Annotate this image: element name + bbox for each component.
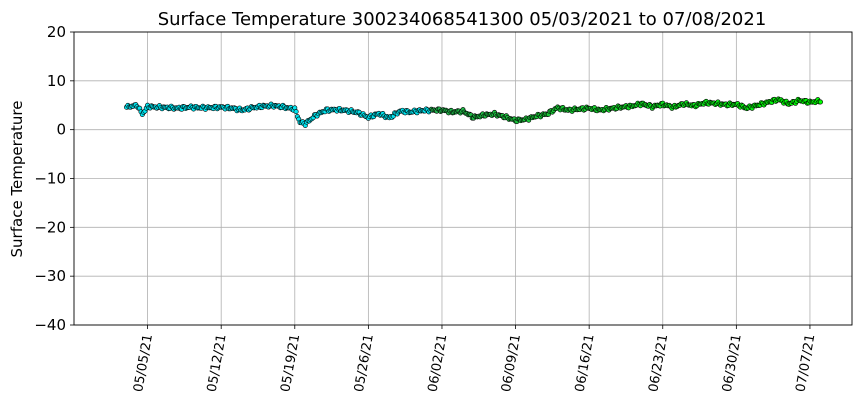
y-axis-label: Surface Temperature (8, 101, 26, 258)
y-tick-label: −40 (34, 316, 66, 334)
data-point (817, 99, 823, 105)
x-tick-label: 06/09/21 (499, 333, 524, 393)
x-tick-label: 06/23/21 (646, 333, 671, 393)
y-tick-label: 0 (56, 121, 66, 139)
y-tick-label: −10 (34, 170, 66, 188)
x-tick-label: 06/16/21 (573, 333, 598, 393)
x-tick-label: 07/07/21 (793, 333, 818, 393)
chart-title: Surface Temperature 300234068541300 05/0… (158, 9, 767, 30)
y-axis: 20 10 0 −10 −20 −30 −40 (34, 23, 74, 334)
data-point (293, 109, 299, 115)
y-tick-label: 10 (47, 72, 66, 90)
x-tick-label: 05/12/21 (205, 333, 230, 393)
y-tick-label: −30 (34, 267, 66, 285)
x-tick-label: 06/02/21 (426, 333, 451, 393)
grid-lines (74, 31, 852, 326)
y-tick-label: 20 (47, 23, 66, 41)
x-tick-label: 06/30/21 (720, 333, 745, 393)
temperature-points (124, 96, 823, 128)
x-axis: 05/05/21 05/12/21 05/19/21 05/26/21 06/02/21… (131, 325, 818, 393)
x-tick-label: 05/19/21 (278, 333, 303, 393)
y-tick-label: −20 (34, 218, 66, 236)
x-tick-label: 05/26/21 (352, 333, 377, 393)
x-tick-label: 05/05/21 (131, 333, 156, 393)
